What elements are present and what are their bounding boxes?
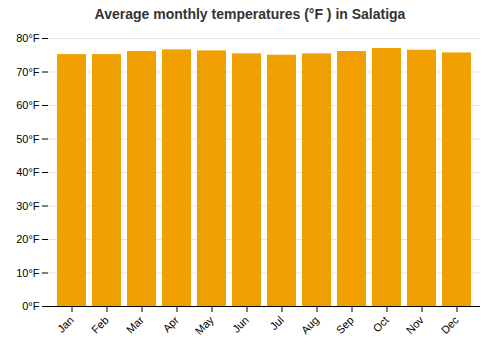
svg-text:Mar: Mar (124, 314, 146, 336)
svg-text:Jan: Jan (55, 314, 76, 335)
html-text:Average monthly temperatures (: Average monthly temperatures (°F ) in Sa… (94, 6, 406, 22)
svg-text:Aug: Aug (299, 314, 321, 336)
svg-text:Jun: Jun (230, 314, 251, 335)
svg-text:70°F: 70°F (16, 66, 40, 78)
svg-text:10°F: 10°F (16, 267, 40, 279)
svg-text:Sep: Sep (334, 314, 356, 336)
svg-text:Nov: Nov (404, 313, 427, 336)
svg-text:Apr: Apr (160, 314, 181, 335)
svg-text:40°F: 40°F (16, 166, 40, 178)
svg-text:60°F: 60°F (16, 99, 40, 111)
svg-text:80°F: 80°F (16, 32, 40, 44)
svg-text:20°F: 20°F (16, 233, 40, 245)
svg-text:0°F: 0°F (22, 300, 40, 312)
svg-text:Jul: Jul (267, 314, 285, 332)
svg-text:50°F: 50°F (16, 133, 40, 145)
svg-text:30°F: 30°F (16, 200, 40, 212)
svg-text:Oct: Oct (370, 314, 391, 335)
svg-text:May: May (193, 313, 217, 337)
svg-text:Dec: Dec (439, 313, 462, 336)
svg-text:Feb: Feb (89, 314, 111, 336)
